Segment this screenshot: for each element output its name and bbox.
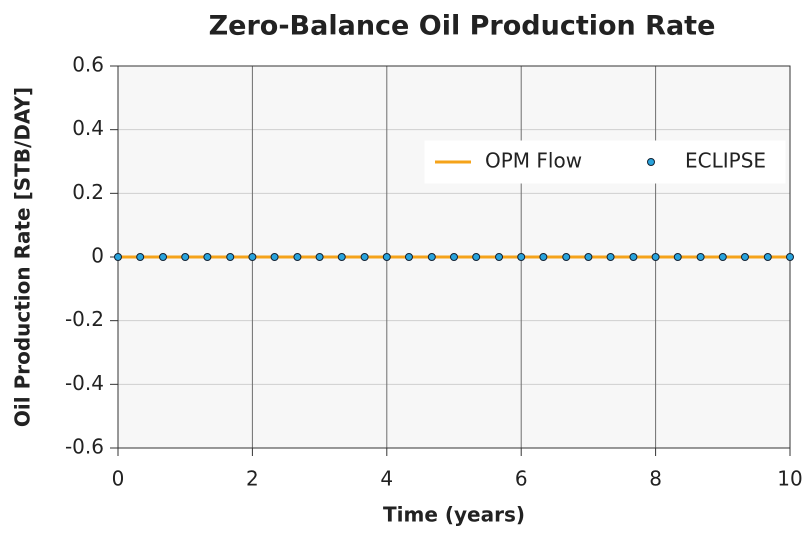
data-point	[696, 253, 705, 261]
legend-label: OPM Flow	[485, 149, 582, 173]
y-tick-label: -0.6	[65, 435, 104, 459]
data-point	[562, 253, 571, 261]
y-tick-label: 0	[91, 244, 104, 268]
data-point	[740, 253, 749, 261]
x-tick-label: 6	[515, 467, 528, 491]
y-tick-label: -0.4	[65, 371, 104, 395]
data-point	[248, 253, 257, 261]
x-tick-label: 8	[649, 467, 662, 491]
data-point	[606, 253, 615, 261]
y-axis-label: Oil Production Rate [STB/DAY]	[11, 87, 35, 427]
data-point	[270, 253, 279, 261]
data-point	[786, 253, 794, 261]
data-point	[517, 253, 526, 261]
data-point	[159, 253, 168, 261]
legend-swatch	[647, 158, 655, 166]
data-point	[203, 253, 212, 261]
data-point	[293, 253, 302, 261]
legend-label: ECLIPSE	[685, 149, 766, 173]
data-point	[360, 253, 369, 261]
data-point	[404, 253, 413, 261]
chart-title: Zero-Balance Oil Production Rate	[209, 11, 716, 42]
y-tick-label: 0.2	[72, 180, 104, 204]
data-point	[472, 253, 481, 261]
y-tick-label: 0.4	[72, 116, 104, 140]
data-point	[539, 253, 548, 261]
data-point	[673, 253, 682, 261]
y-tick-label: 0.6	[72, 53, 104, 77]
data-point	[763, 253, 772, 261]
data-point	[181, 253, 190, 261]
x-tick-label: 0	[112, 467, 125, 491]
x-tick-label: 2	[246, 467, 259, 491]
data-point	[718, 253, 727, 261]
data-point	[337, 253, 346, 261]
data-point	[136, 253, 145, 261]
data-point	[427, 253, 436, 261]
data-point	[315, 253, 324, 261]
x-axis-label: Time (years)	[383, 503, 525, 527]
legend-box	[424, 140, 786, 184]
data-point	[114, 253, 122, 261]
data-point	[651, 253, 660, 261]
x-tick-label: 4	[380, 467, 393, 491]
data-point	[226, 253, 235, 261]
data-point	[495, 253, 504, 261]
data-point	[450, 253, 458, 261]
data-point	[629, 253, 638, 261]
x-tick-label: 10	[777, 467, 802, 491]
y-tick-label: -0.2	[65, 307, 104, 331]
data-point	[382, 253, 391, 261]
data-point	[584, 253, 593, 261]
